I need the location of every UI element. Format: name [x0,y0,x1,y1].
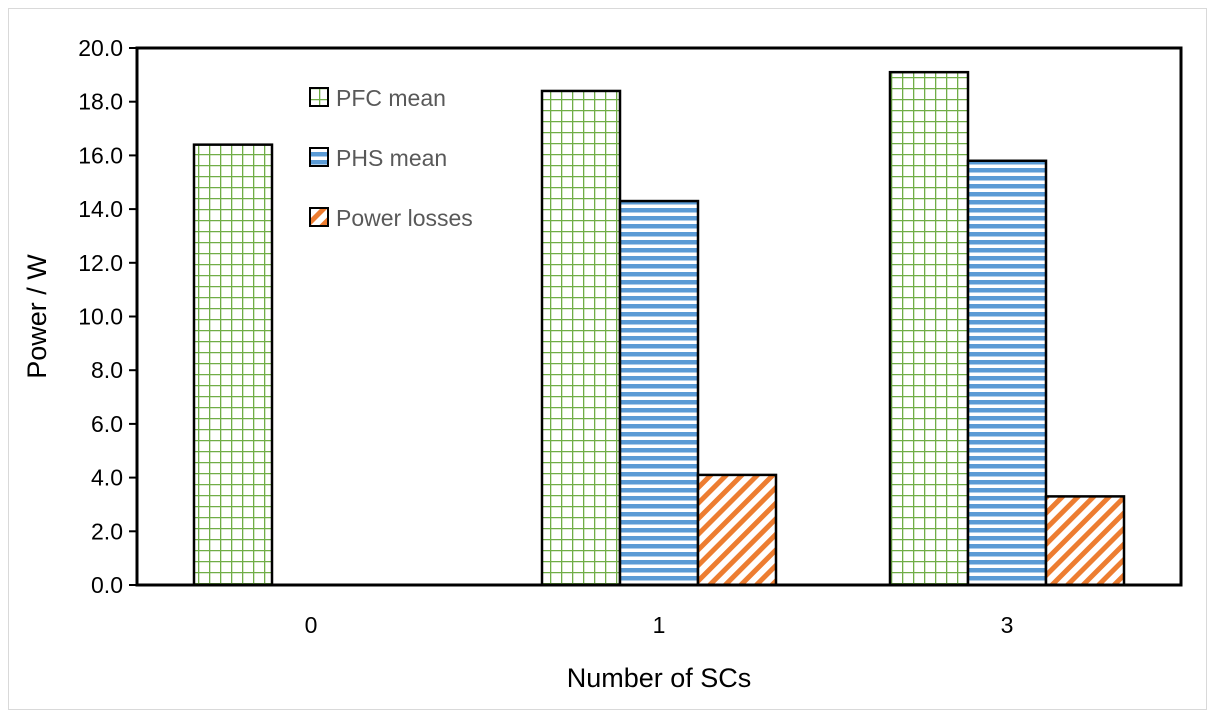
y-tick-label: 0.0 [91,572,123,598]
legend-label: PFC mean [336,85,446,111]
y-tick-label: 2.0 [91,518,123,544]
bar-pfc-mean-1 [540,89,622,587]
y-tick-label: 20.0 [78,35,123,61]
legend-swatch-pfc-mean [309,87,329,107]
plot-area [135,46,1183,587]
y-tick-label: 18.0 [78,89,123,115]
bar-power-losses-3 [1044,495,1126,587]
bar-phs-mean-1 [618,199,700,587]
bar-pfc-mean-0 [192,143,274,587]
legend-swatch-phs-mean [309,147,329,167]
y-tick-label: 14.0 [78,196,123,222]
y-axis-title: Power / W [22,254,52,379]
y-tick-label: 6.0 [91,411,123,437]
y-tick-label: 10.0 [78,304,123,330]
x-tick-label: 3 [1001,612,1014,638]
legend-swatch-power-losses [309,207,329,227]
bar-power-losses-1 [696,473,778,587]
legend-label: Power losses [336,205,473,231]
y-tick-label: 12.0 [78,250,123,276]
y-tick-label: 8.0 [91,357,123,383]
legend-label: PHS mean [336,145,447,171]
x-tick-label: 1 [653,612,666,638]
bar-pfc-mean-3 [888,70,970,587]
x-axis-title: Number of SCs [567,663,752,693]
y-tick-label: 4.0 [91,465,123,491]
y-tick-label: 16.0 [78,142,123,168]
legend: PFC mean PHS mean Power losses [309,85,473,231]
x-tick-label: 0 [305,612,318,638]
bar-phs-mean-3 [966,159,1048,587]
